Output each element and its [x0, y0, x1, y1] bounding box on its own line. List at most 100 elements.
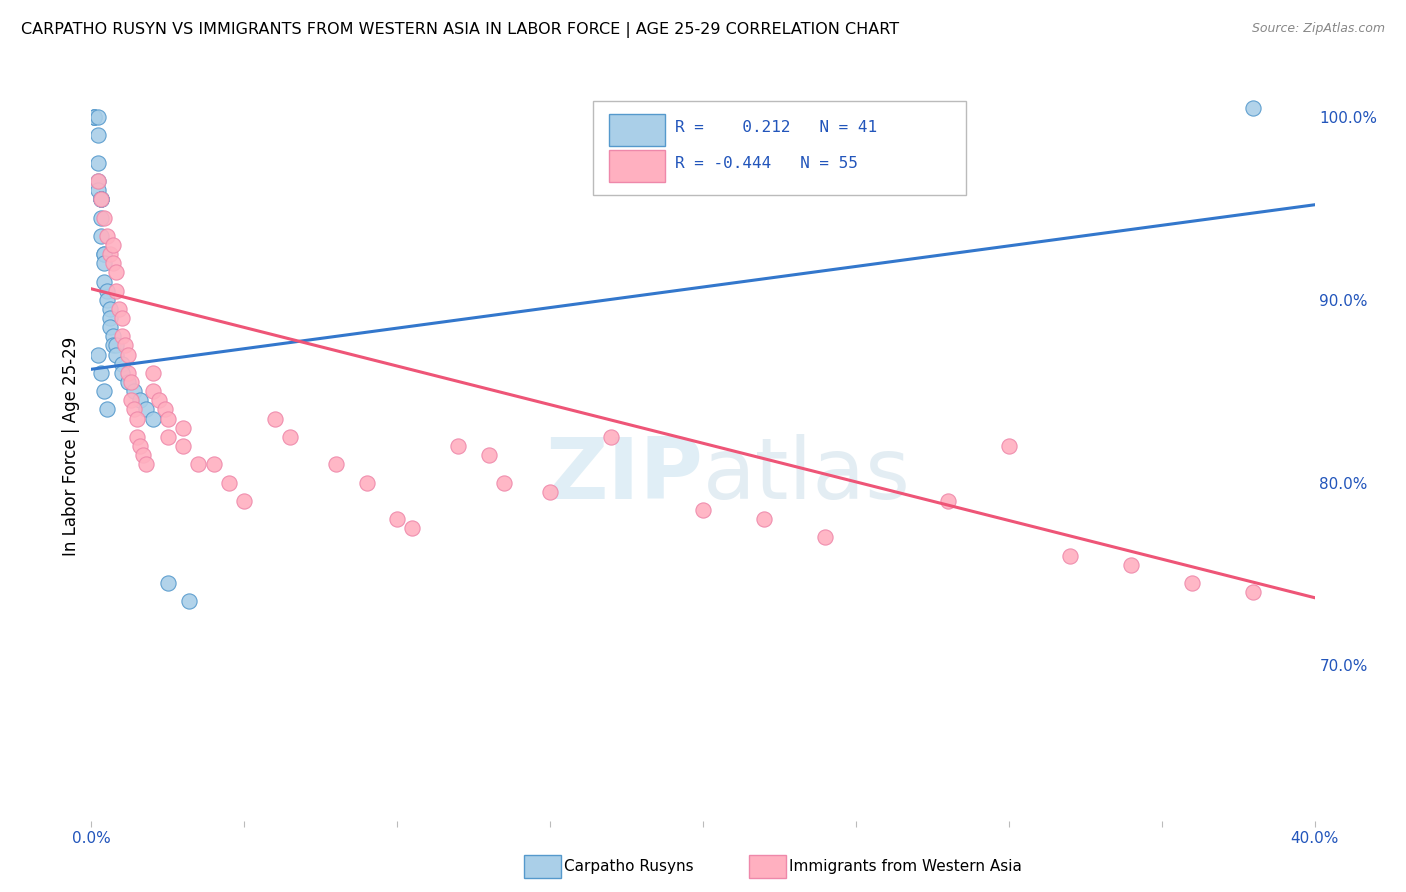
Point — [93, 384, 115, 399]
Point — [1243, 101, 1265, 115]
Point — [93, 275, 115, 289]
Text: CARPATHO RUSYN VS IMMIGRANTS FROM WESTERN ASIA IN LABOR FORCE | AGE 25-29 CORREL: CARPATHO RUSYN VS IMMIGRANTS FROM WESTER… — [21, 22, 900, 38]
Point — [90, 192, 112, 206]
Point — [122, 402, 145, 417]
Point — [141, 366, 163, 380]
Point — [96, 284, 118, 298]
Point — [401, 521, 423, 535]
Point — [86, 174, 108, 188]
Y-axis label: In Labor Force | Age 25-29: In Labor Force | Age 25-29 — [62, 336, 80, 556]
Point — [1181, 576, 1204, 591]
Point — [135, 457, 157, 471]
Point — [172, 421, 194, 435]
Point — [108, 301, 131, 316]
Point — [104, 265, 127, 279]
Point — [233, 493, 256, 508]
Point — [86, 174, 108, 188]
Point — [117, 375, 139, 389]
Point — [101, 238, 124, 252]
Point — [104, 284, 127, 298]
Text: R = -0.444   N = 55: R = -0.444 N = 55 — [675, 156, 858, 171]
Point — [98, 311, 121, 326]
Point — [90, 211, 112, 225]
Point — [1059, 549, 1081, 563]
Point — [202, 457, 225, 471]
Point — [86, 128, 108, 143]
Point — [93, 247, 115, 261]
Point — [153, 402, 176, 417]
Point — [1243, 585, 1265, 599]
Point — [98, 301, 121, 316]
Point — [135, 402, 157, 417]
Text: Carpatho Rusyns: Carpatho Rusyns — [564, 859, 693, 873]
Point — [86, 183, 108, 197]
Point — [325, 457, 347, 471]
Point — [90, 192, 112, 206]
Point — [122, 384, 145, 399]
Point — [156, 430, 179, 444]
Point — [86, 110, 108, 124]
Point — [936, 493, 959, 508]
FancyBboxPatch shape — [593, 102, 966, 195]
Point — [90, 192, 112, 206]
Point — [117, 366, 139, 380]
Point — [111, 366, 134, 380]
Point — [356, 475, 378, 490]
Point — [96, 293, 118, 307]
Point — [156, 411, 179, 425]
Point — [93, 247, 115, 261]
Point — [111, 311, 134, 326]
Point — [179, 594, 201, 608]
Point — [120, 375, 142, 389]
Point — [111, 329, 134, 343]
Point — [814, 530, 837, 544]
Point — [264, 411, 287, 425]
FancyBboxPatch shape — [609, 114, 665, 145]
Point — [114, 338, 136, 352]
Point — [148, 393, 170, 408]
Text: R =    0.212   N = 41: R = 0.212 N = 41 — [675, 120, 877, 135]
Point — [120, 393, 142, 408]
Point — [692, 503, 714, 517]
Point — [478, 448, 501, 462]
Point — [90, 366, 112, 380]
Point — [90, 192, 112, 206]
Point — [1121, 558, 1143, 572]
Point — [86, 155, 108, 169]
Point — [538, 484, 561, 499]
Point — [494, 475, 516, 490]
Point — [83, 110, 105, 124]
Point — [86, 348, 108, 362]
FancyBboxPatch shape — [609, 150, 665, 181]
Point — [127, 411, 149, 425]
Point — [93, 256, 115, 270]
Text: atlas: atlas — [703, 434, 911, 517]
Point — [83, 110, 105, 124]
Point — [187, 457, 209, 471]
Point — [96, 402, 118, 417]
Point — [278, 430, 301, 444]
Point — [600, 430, 623, 444]
Point — [156, 576, 179, 591]
Point — [132, 448, 155, 462]
Point — [90, 228, 112, 243]
Point — [101, 256, 124, 270]
Text: ZIP: ZIP — [546, 434, 703, 517]
Point — [104, 338, 127, 352]
Point — [93, 211, 115, 225]
Point — [90, 192, 112, 206]
Point — [447, 439, 470, 453]
Point — [218, 475, 240, 490]
Point — [129, 439, 152, 453]
Point — [83, 110, 105, 124]
Point — [754, 512, 776, 526]
Point — [998, 439, 1021, 453]
Point — [98, 320, 121, 334]
Point — [172, 439, 194, 453]
Point — [104, 348, 127, 362]
Point — [98, 247, 121, 261]
Text: Source: ZipAtlas.com: Source: ZipAtlas.com — [1251, 22, 1385, 36]
Point — [101, 329, 124, 343]
Point — [117, 348, 139, 362]
Text: Immigrants from Western Asia: Immigrants from Western Asia — [789, 859, 1022, 873]
